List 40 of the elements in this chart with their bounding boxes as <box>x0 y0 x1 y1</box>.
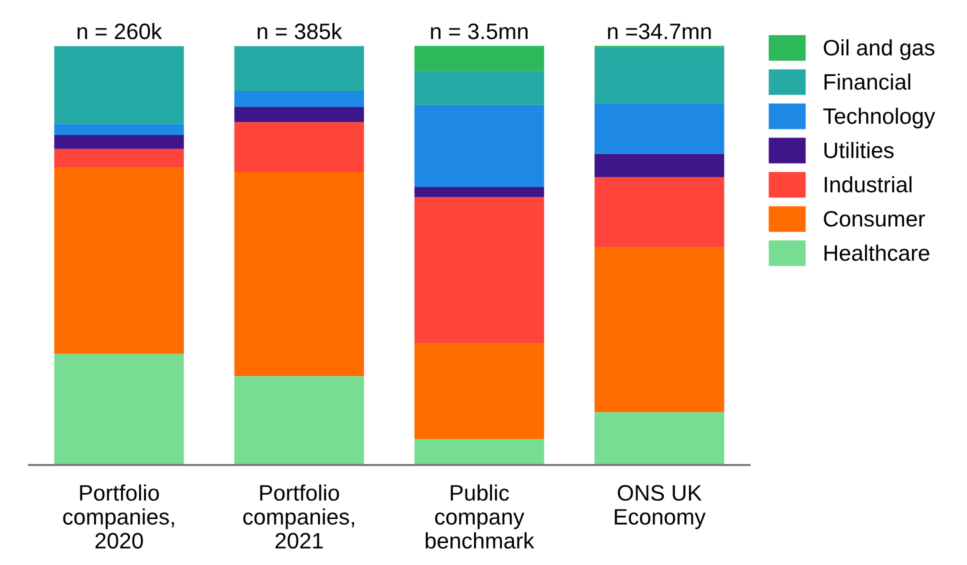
bar <box>54 354 184 465</box>
annotation: n =34.7mn <box>608 24 711 40</box>
bar <box>594 104 724 154</box>
bar <box>594 48 724 104</box>
bar <box>414 439 544 465</box>
bar <box>54 148 184 168</box>
bar <box>54 135 184 149</box>
bar <box>414 46 544 71</box>
bar <box>414 187 544 198</box>
annotation: n = 260k <box>78 22 162 40</box>
legend-label: Utilities <box>824 142 894 158</box>
bar <box>414 70 544 105</box>
x-tick-label: Public company benchmark <box>426 484 534 549</box>
bar <box>414 343 544 440</box>
bar <box>594 154 724 177</box>
annotation: n = 385k <box>258 22 342 40</box>
annotation: n = 3.5mn <box>431 24 528 40</box>
bar <box>234 91 364 107</box>
bar <box>54 46 184 124</box>
bar <box>594 246 724 412</box>
bar <box>414 104 544 188</box>
bar <box>234 376 364 465</box>
bar <box>234 172 364 376</box>
bar <box>234 46 364 92</box>
x-tick-label: Portfolio companies, 2020 <box>63 484 174 549</box>
x-tick-label: ONS UK Economy <box>614 485 706 530</box>
legend-label: Healthcare <box>824 244 930 261</box>
legend-label: Technology <box>823 108 936 128</box>
bar <box>414 197 544 343</box>
bar <box>54 124 184 136</box>
legend-label: Financial <box>824 73 910 90</box>
legend-label: Oil and gas <box>824 39 934 60</box>
bar <box>594 412 724 465</box>
legend-label: Consumer <box>824 210 925 227</box>
x-tick-label: Portfolio companies, 2021 <box>243 484 354 549</box>
bar <box>234 106 364 122</box>
bar <box>594 176 724 247</box>
bar <box>234 122 364 172</box>
bar <box>54 168 184 354</box>
legend-label: Industrial <box>824 176 912 192</box>
